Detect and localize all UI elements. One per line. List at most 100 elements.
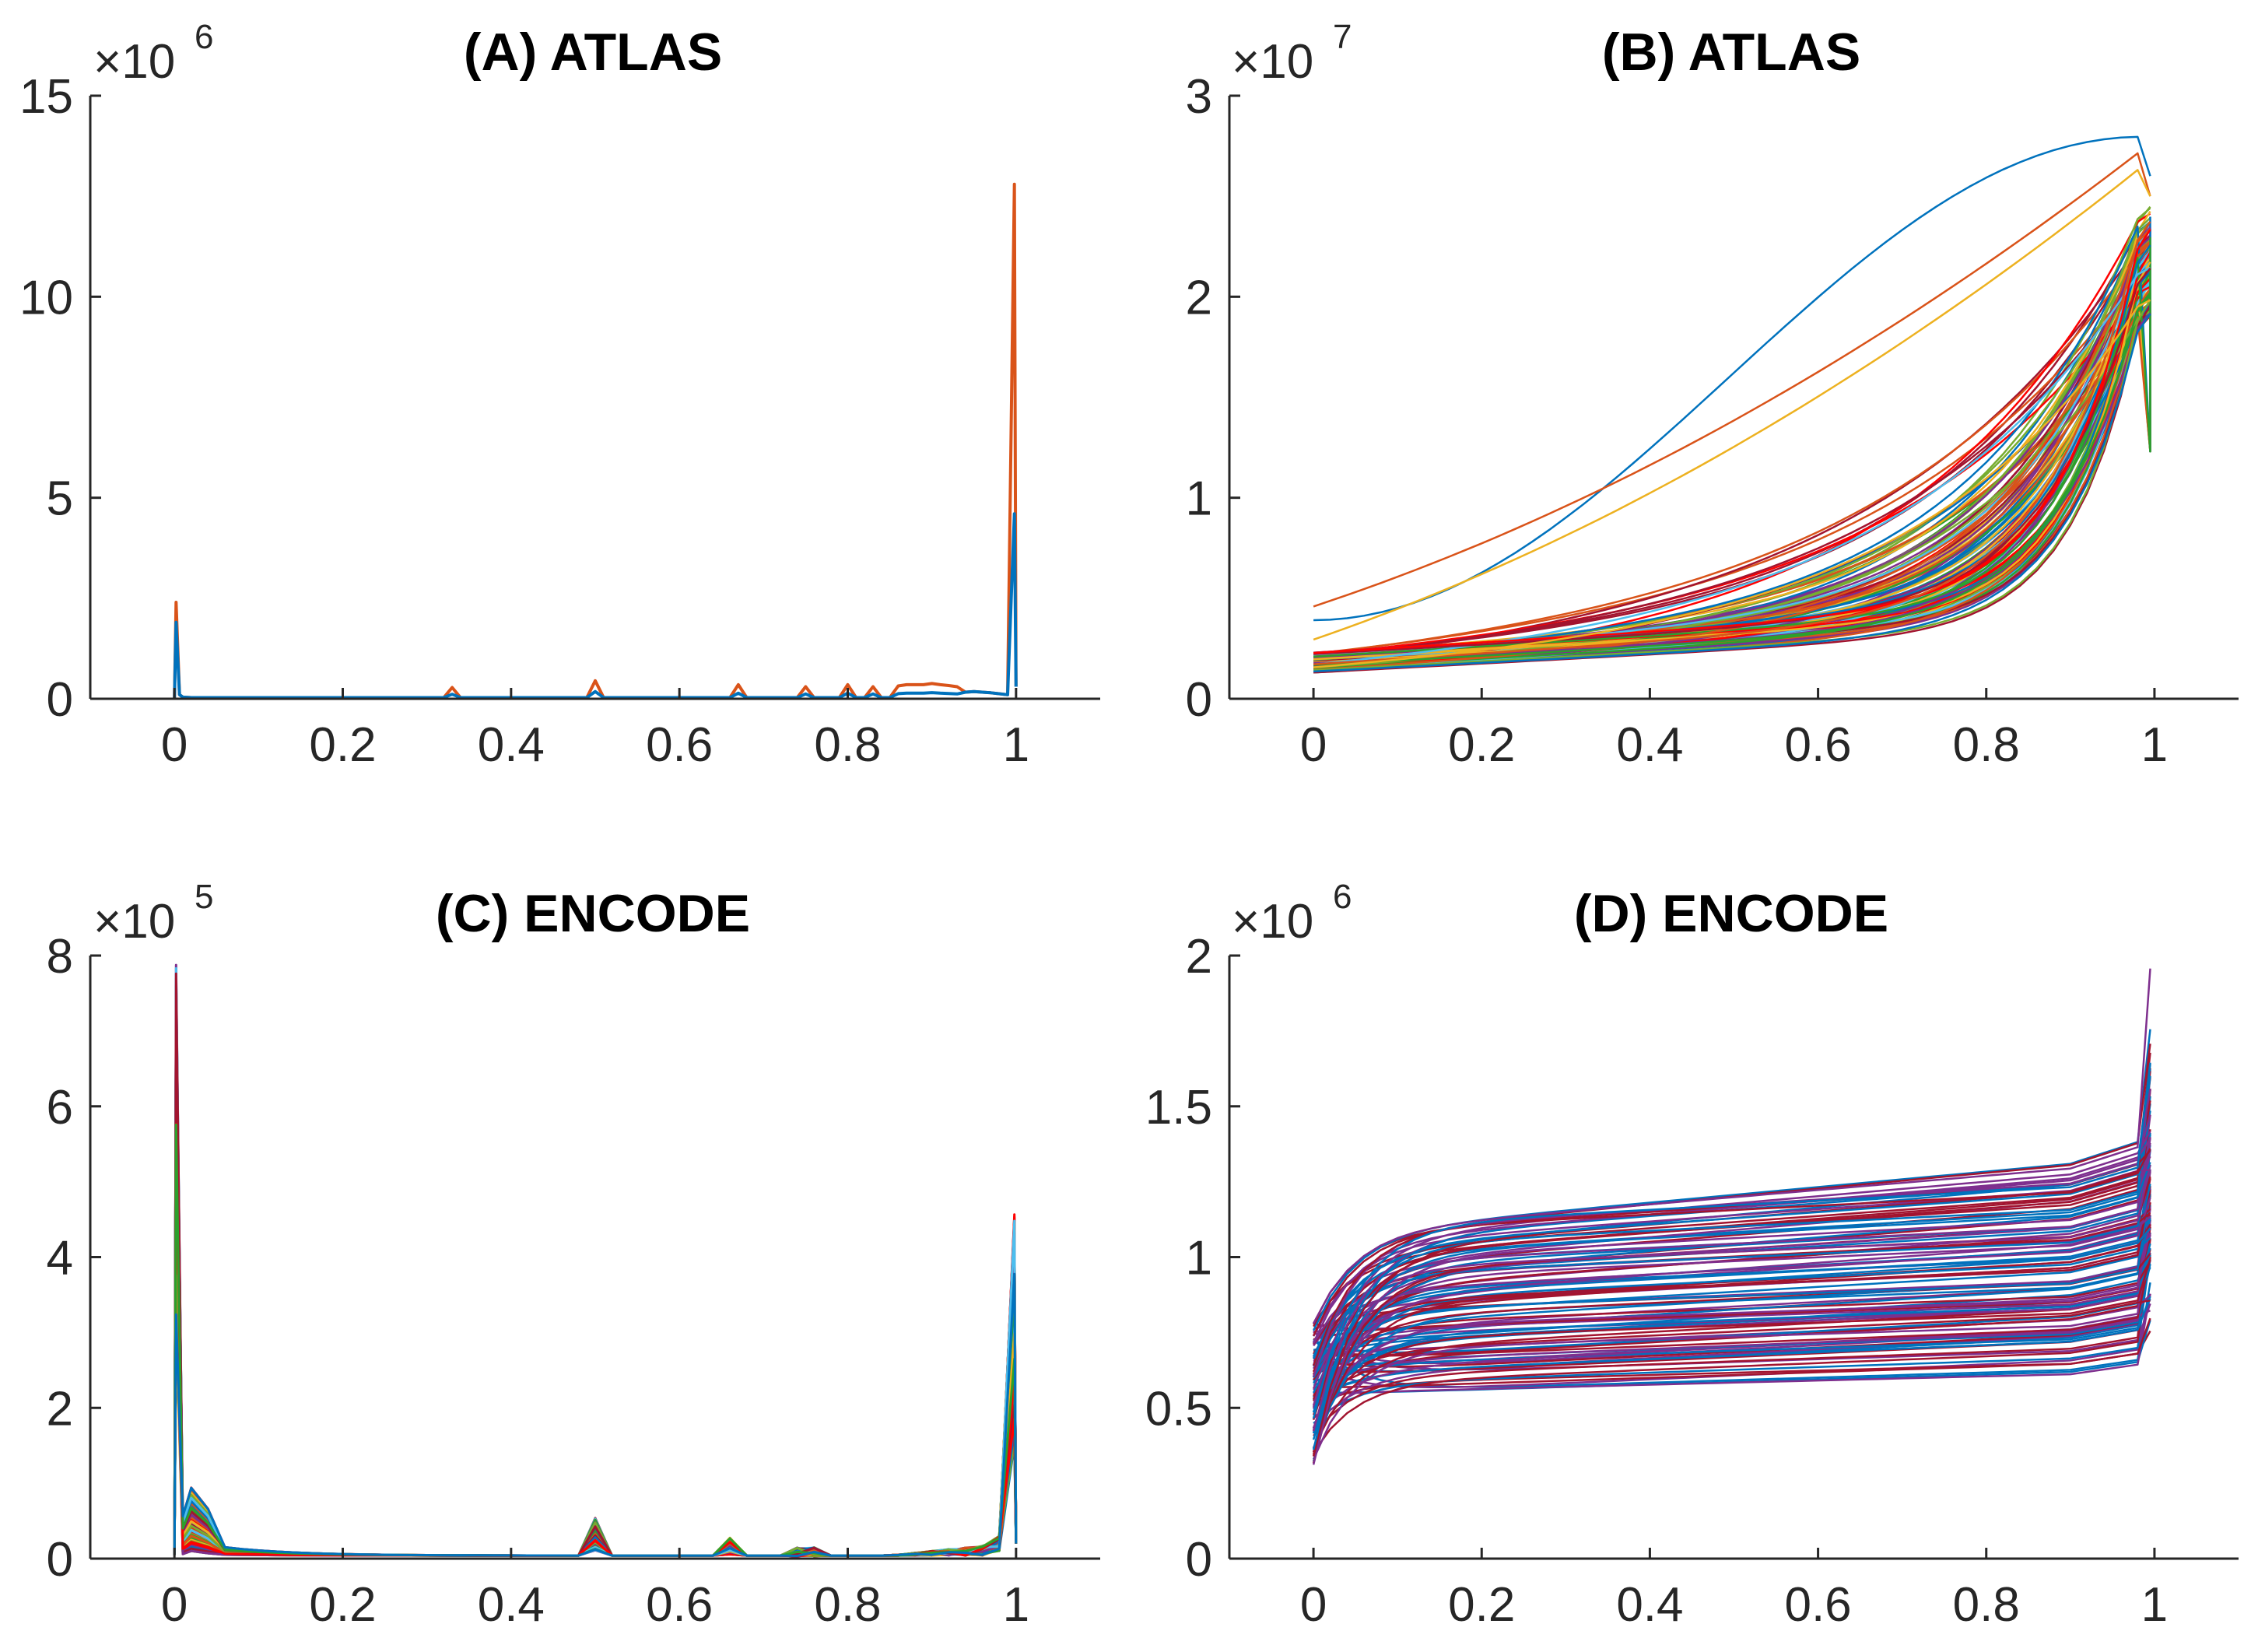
x-tick-label: 0.2 <box>309 718 376 772</box>
series-line <box>1313 268 2151 655</box>
panel-c-title: (C) ENCODE <box>436 884 750 943</box>
x-tick-label: 0.6 <box>1784 1578 1851 1632</box>
x-tick-label: 0.4 <box>478 1578 545 1632</box>
x-tick-label: 0.4 <box>478 718 545 772</box>
panel-c-axes: 0 0.2 0.4 0.6 0.8 1 0 2 4 6 8 <box>47 930 1100 1632</box>
y-tick-label: 0.5 <box>1145 1382 1212 1436</box>
series-line <box>1313 1293 2151 1397</box>
y-tick-label: 10 <box>19 271 73 324</box>
panel-d-axes: 0 0.2 0.4 0.6 0.8 1 0 0.5 1 1.5 2 <box>1145 930 2239 1632</box>
series-line <box>1313 1215 2151 1395</box>
series-line <box>1313 152 2151 608</box>
x-tick-label: 0.2 <box>309 1578 376 1632</box>
y-tick-label: 3 <box>1186 70 1212 124</box>
series-line <box>1313 292 2151 666</box>
x-tick-label: 0 <box>161 1578 188 1632</box>
series-line <box>1313 1100 2151 1328</box>
series-line <box>1313 1218 2151 1363</box>
series-line <box>1312 1227 2151 1394</box>
series-line <box>1313 1088 2151 1325</box>
series-line <box>1312 1062 2151 1419</box>
panel-b: 0 0.2 0.4 0.6 0.8 1 0 1 2 3 (B) ATLAS ×10 7 <box>1186 18 2239 772</box>
x-tick-label: 1 <box>1003 1578 1029 1632</box>
series-line <box>1312 968 2151 1324</box>
x-tick-label: 0.8 <box>1953 1578 2020 1632</box>
series-line <box>1313 1239 2151 1454</box>
series-line <box>1313 1257 2151 1368</box>
series-line <box>1312 1114 2151 1344</box>
x-tick-label: 0 <box>1300 718 1327 772</box>
series-line <box>1312 1110 2151 1359</box>
series-line <box>1312 1162 2151 1434</box>
panel-b-series <box>1313 135 2151 674</box>
panel-c: 0 0.2 0.4 0.6 0.8 1 0 2 4 6 8 (C) ENCODE ×10 5 <box>47 878 1100 1632</box>
y-tick-label: 0 <box>47 1533 73 1587</box>
series-line <box>1313 1190 2151 1380</box>
y-tick-label: 4 <box>47 1232 73 1285</box>
panel-d-y-multiplier-base: ×10 <box>1232 895 1313 949</box>
panel-d: 0 0.2 0.4 0.6 0.8 1 0 0.5 1 1.5 2 (D) ENCODE ×10 6 <box>1145 878 2239 1632</box>
series-line <box>1313 1191 2151 1401</box>
series-line <box>173 1272 1018 1558</box>
y-tick-label: 1.5 <box>1145 1081 1212 1135</box>
series-line <box>1312 1206 2151 1429</box>
series-line <box>1313 1233 2151 1419</box>
series-line <box>1313 268 2151 658</box>
series-line <box>1312 1208 2151 1460</box>
y-tick-label: 0 <box>1186 1533 1212 1587</box>
y-tick-label: 5 <box>47 472 73 526</box>
series-line <box>1313 221 2151 665</box>
y-tick-label: 1 <box>1186 1232 1212 1285</box>
panel-a-y-multiplier-exponent: 6 <box>195 18 213 56</box>
series-line <box>1313 1224 2151 1437</box>
panel-d-title: (D) ENCODE <box>1574 884 1888 943</box>
series-line <box>1313 266 2151 666</box>
y-tick-label: 6 <box>47 1081 73 1135</box>
series-line <box>1313 1243 2151 1429</box>
series-line <box>1312 1148 2151 1366</box>
series-line <box>1313 1186 2151 1341</box>
series-line <box>1312 1137 2151 1465</box>
x-tick-label: 0 <box>1300 1578 1327 1632</box>
panel-a-y-multiplier-base: ×10 <box>93 35 175 89</box>
series-line <box>1313 299 2151 672</box>
x-tick-label: 0.8 <box>814 718 881 772</box>
panel-b-axes: 0 0.2 0.4 0.6 0.8 1 0 1 2 3 <box>1186 70 2239 772</box>
series-line <box>1313 1198 2151 1345</box>
panel-c-y-multiplier-exponent: 5 <box>195 878 213 916</box>
series-line <box>1313 1259 2151 1432</box>
y-tick-label: 2 <box>1186 271 1212 324</box>
series-line <box>1312 1075 2151 1413</box>
series-line <box>1313 169 2151 641</box>
series-line <box>1313 1298 2151 1387</box>
panel-b-y-multiplier-exponent: 7 <box>1333 18 1352 56</box>
series-line <box>1313 1201 2151 1408</box>
panel-c-series <box>173 963 1018 1558</box>
x-tick-label: 0.6 <box>1784 718 1851 772</box>
panel-d-y-multiplier-exponent: 6 <box>1333 878 1352 916</box>
x-tick-label: 0.6 <box>646 718 713 772</box>
x-tick-label: 0 <box>161 718 188 772</box>
y-tick-label: 15 <box>19 70 73 124</box>
x-tick-label: 1 <box>2141 718 2168 772</box>
series-line <box>1313 248 2151 656</box>
x-tick-label: 0.6 <box>646 1578 713 1632</box>
series-line <box>1313 229 2151 654</box>
x-tick-label: 0.8 <box>814 1578 881 1632</box>
series-line <box>1313 1259 2151 1400</box>
x-tick-label: 0.4 <box>1616 718 1683 772</box>
series-line <box>1313 1256 2151 1357</box>
x-tick-label: 0.8 <box>1953 718 2020 772</box>
panel-d-series <box>1312 968 2151 1465</box>
series-line <box>1312 1164 2151 1370</box>
series-line <box>1313 313 2151 673</box>
series-line <box>1312 1149 2151 1429</box>
x-tick-label: 0.2 <box>1448 718 1515 772</box>
series-line <box>1312 1237 2151 1449</box>
panel-b-title: (B) ATLAS <box>1602 23 1860 82</box>
y-tick-label: 1 <box>1186 472 1212 526</box>
panel-b-y-multiplier-base: ×10 <box>1232 35 1313 89</box>
